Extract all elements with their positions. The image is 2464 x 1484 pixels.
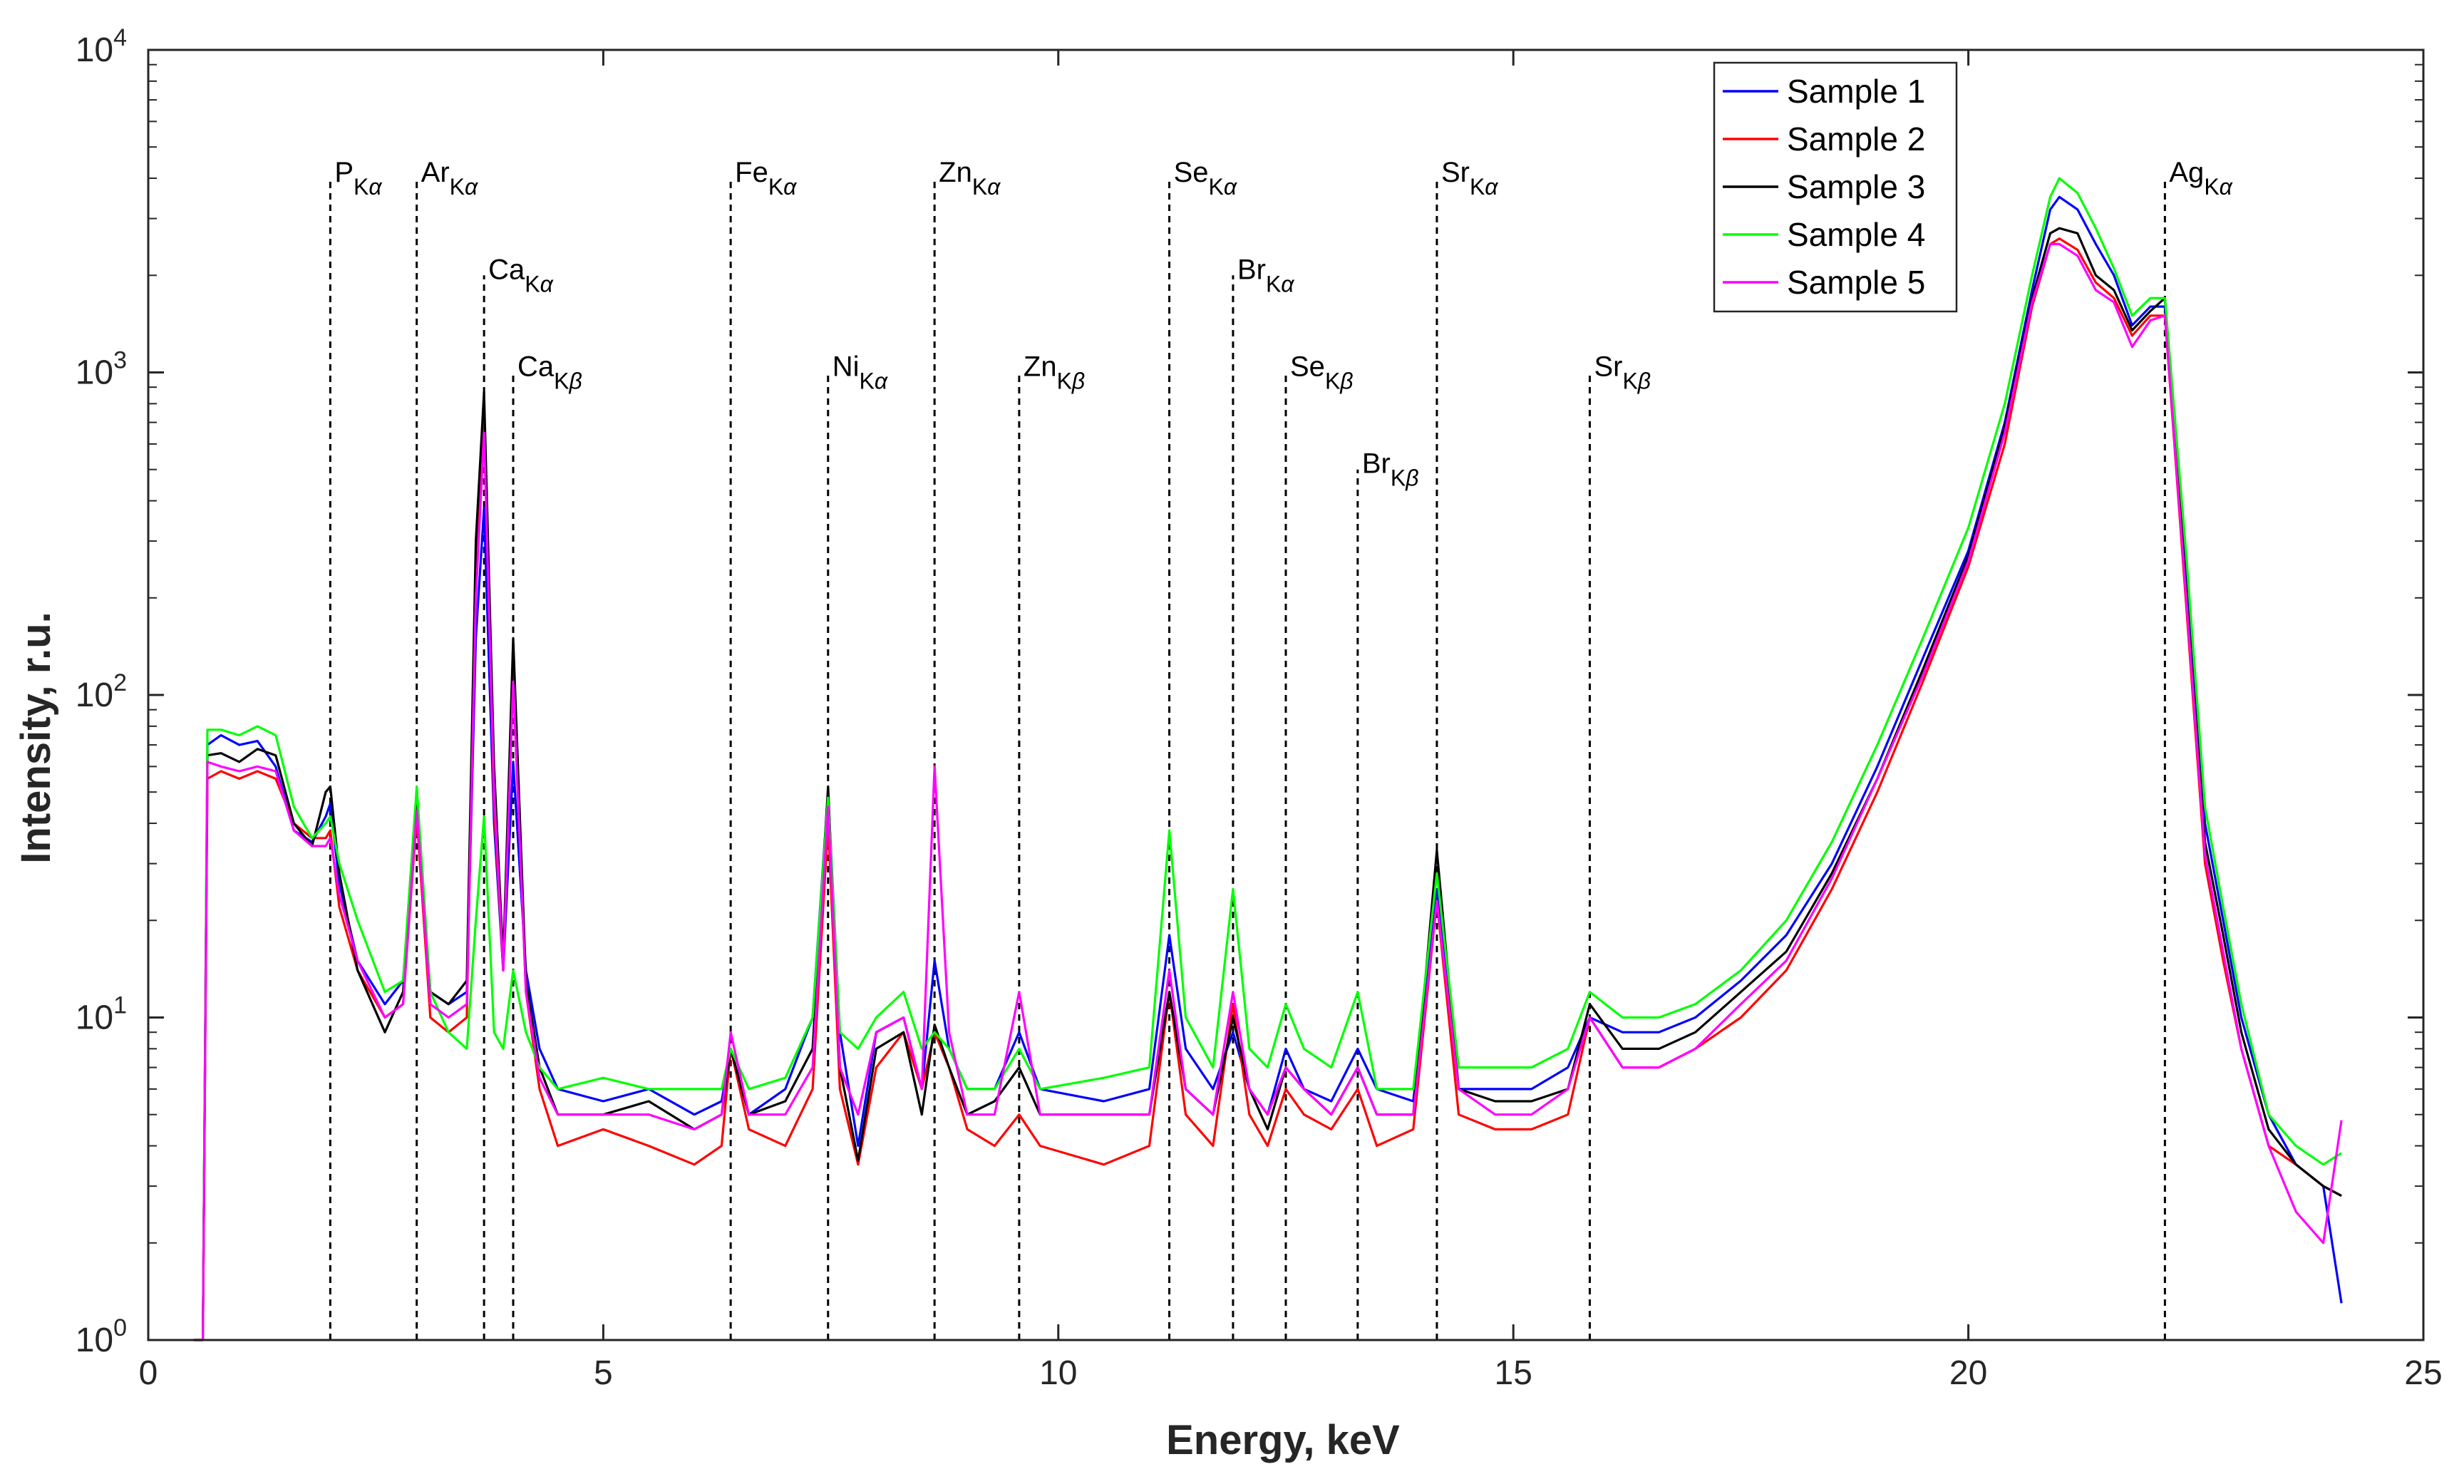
y-axis-title: Intensity, r.u. [13, 612, 59, 863]
peak-label: ArKα [421, 157, 478, 200]
y-tick-label: 100 [76, 1314, 127, 1359]
y-axis-ticks: 100 101 102 103 104 [76, 24, 2423, 1359]
peak-label: NiKα [832, 351, 888, 394]
peak-label: SrKβ [1594, 351, 1651, 394]
spectrum-series [193, 177, 2343, 1341]
x-tick-label: 5 [594, 1354, 613, 1392]
series-line-4 [193, 177, 2342, 1341]
series-line-5 [193, 242, 2343, 1341]
x-tick-label: 10 [1039, 1354, 1077, 1392]
peak-label: ZnKβ [1024, 351, 1085, 394]
y-tick-label: 102 [76, 669, 127, 714]
x-axis-ticks: 0 5 10 15 20 25 [139, 50, 2443, 1392]
peak-label: SrKα [1441, 157, 1498, 200]
legend-label: Sample 4 [1787, 216, 1925, 253]
x-axis-title: Energy, keV [1166, 1417, 1400, 1463]
peak-label: BrKα [1237, 254, 1294, 297]
peak-label: CaKβ [517, 351, 582, 394]
x-tick-label: 15 [1495, 1354, 1532, 1392]
y-tick-label: 103 [76, 347, 127, 392]
peak-label: BrKβ [1362, 448, 1419, 491]
legend-label: Sample 1 [1787, 73, 1925, 110]
legend: Sample 1 Sample 2 Sample 3 Sample 4 Sample 5 [1713, 61, 1958, 313]
y-tick-label: 101 [76, 992, 127, 1037]
peak-markers: PKα ArKα CaKα CaKβ FeKα NiKα ZnKα ZnKβ SeKα BrKα S… [329, 157, 2233, 1340]
legend-label: Sample 2 [1787, 120, 1925, 158]
legend-label: Sample 5 [1787, 264, 1925, 301]
legend-label: Sample 3 [1787, 168, 1925, 205]
peak-label: CaKα [488, 254, 553, 297]
x-tick-label: 20 [1949, 1354, 1987, 1392]
x-tick-label: 25 [2404, 1354, 2442, 1392]
x-tick-label: 0 [139, 1354, 158, 1392]
peak-label: FeKα [735, 157, 797, 200]
peak-label: AgKα [2169, 157, 2232, 200]
peak-label: PKα [334, 157, 382, 200]
y-tick-label: 104 [76, 24, 127, 69]
peak-label: SeKα [1174, 157, 1237, 200]
peak-label: SeKβ [1290, 351, 1354, 394]
peak-label: ZnKα [939, 157, 1001, 200]
